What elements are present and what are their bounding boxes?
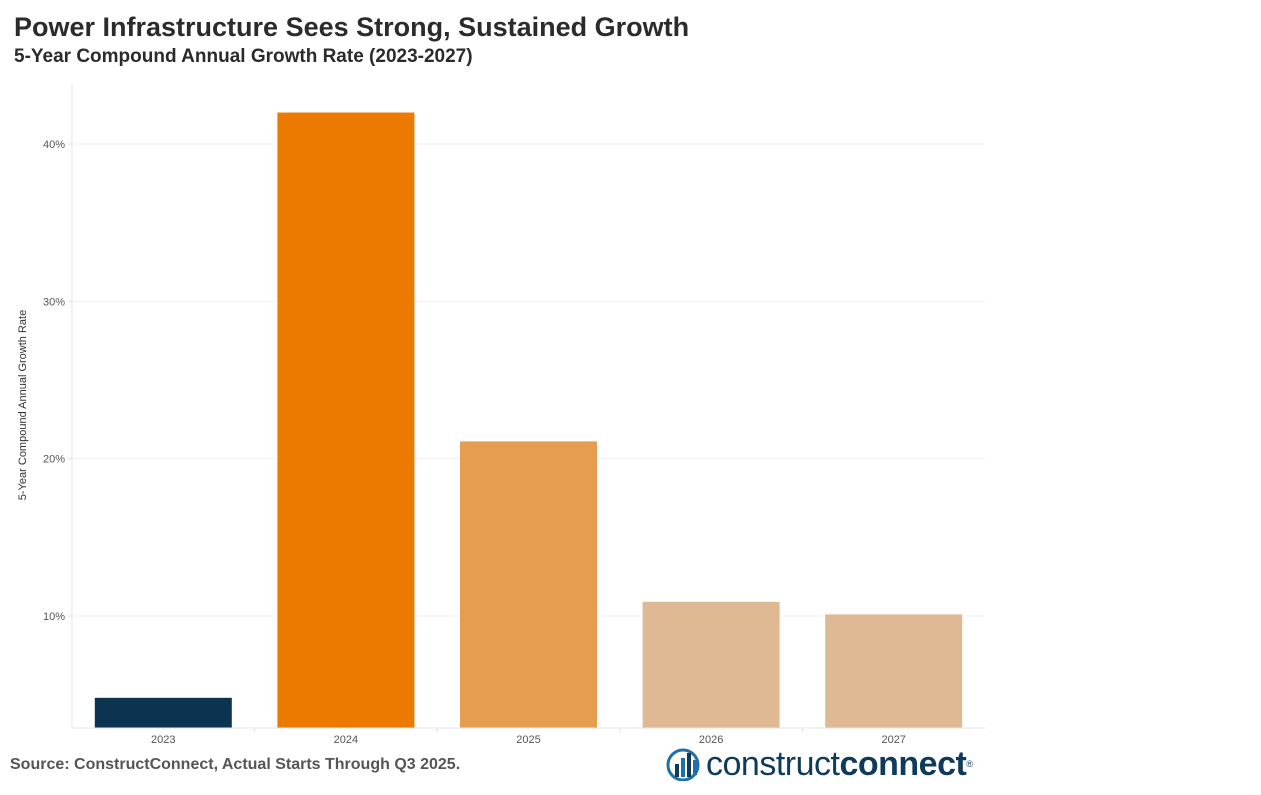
x-tick-label: 2023 xyxy=(151,734,175,746)
logo-word-connect: connect xyxy=(839,745,967,783)
y-axis-label: 5-Year Compound Annual Growth Rate xyxy=(17,310,29,500)
y-tick-label: 10% xyxy=(43,611,65,623)
x-tick-label: 2027 xyxy=(881,734,905,746)
y-tick-label: 40% xyxy=(43,139,65,151)
bar-chart-logo-icon xyxy=(666,748,700,781)
chart-title: Power Infrastructure Sees Strong, Sustai… xyxy=(14,12,690,42)
bar-chart: 2023 2024 2025 2026 2027 10% 20% 30% 40% 5-Year… xyxy=(17,84,985,746)
bars xyxy=(94,112,963,729)
logo-word-construct: construct xyxy=(706,745,840,783)
x-tick-label: 2025 xyxy=(516,734,540,746)
logo-trademark: ® xyxy=(966,759,973,769)
x-tick-label: 2026 xyxy=(699,734,723,746)
x-tick-label: 2024 xyxy=(334,734,358,746)
y-tick-label: 30% xyxy=(43,296,65,308)
source-note: Source: ConstructConnect, Actual Starts … xyxy=(10,756,461,773)
chart-subtitle: 5-Year Compound Annual Growth Rate (2023… xyxy=(14,46,473,67)
bar-2025 xyxy=(460,441,597,728)
bar-2023 xyxy=(94,697,232,728)
y-axis: 10% 20% 30% 40% xyxy=(43,84,73,728)
constructconnect-logo: constructconnect® xyxy=(666,744,973,784)
y-tick-label: 20% xyxy=(43,454,65,466)
bar-2026 xyxy=(642,601,780,728)
bar-2024 xyxy=(277,112,415,729)
bar-2027 xyxy=(825,614,963,728)
x-axis: 2023 2024 2025 2026 2027 xyxy=(72,727,985,746)
